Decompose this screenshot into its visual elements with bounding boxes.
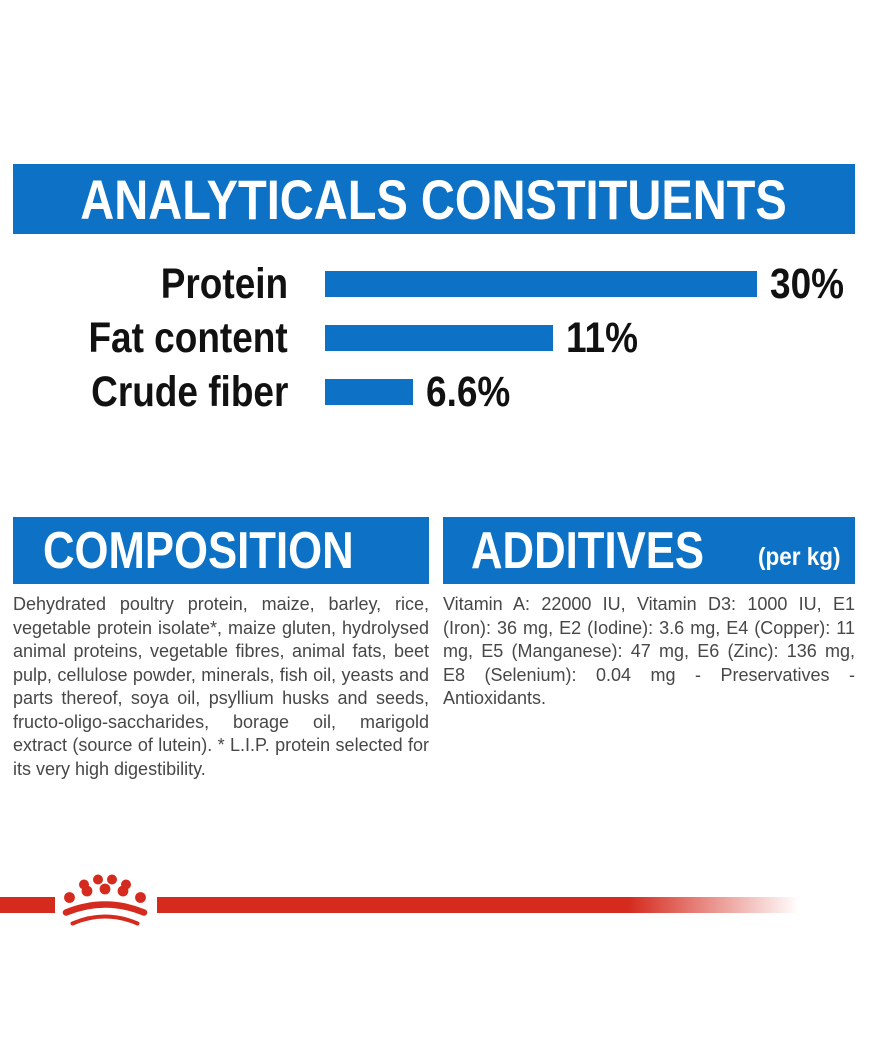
chart-row: Protein 30%	[0, 257, 875, 311]
additives-title-suffix: (per kg)	[758, 543, 841, 571]
chart-value-label: 30%	[770, 259, 845, 308]
chart-bar	[325, 271, 757, 297]
royal-canin-crown-icon	[57, 871, 153, 942]
chart-bar	[325, 379, 413, 405]
chart-row: Crude fiber 6.6%	[0, 365, 875, 419]
chart-category-label: Crude fiber	[90, 367, 288, 416]
additives-banner: ADDITIVES (per kg)	[443, 517, 855, 584]
chart-bar	[325, 325, 553, 351]
analytical-constituents-chart: Protein 30% Fat content 11% Crude fiber 6.6%	[0, 257, 875, 419]
additives-text: Vitamin A: 22000 IU, Vitamin D3: 1000 IU…	[443, 594, 855, 708]
analyticals-banner: ANALYTICALS CONSTITUENTS	[13, 164, 855, 234]
chart-category-label: Protein	[160, 259, 288, 308]
analyticals-title: ANALYTICALS CONSTITUENTS	[80, 167, 788, 231]
chart-value-label: 11%	[566, 313, 638, 362]
additives-title: ADDITIVES	[471, 521, 704, 580]
chart-value-label: 6.6%	[426, 367, 511, 416]
chart-category-label: Fat content	[88, 313, 288, 362]
red-rule-right	[157, 897, 812, 913]
chart-row: Fat content 11%	[0, 311, 875, 365]
composition-title: COMPOSITION	[43, 521, 354, 580]
composition-banner: COMPOSITION	[13, 517, 429, 584]
composition-section: COMPOSITION Dehydrated poultry protein, …	[13, 517, 429, 781]
red-rule-left	[0, 897, 55, 913]
composition-text: Dehydrated poultry protein, maize, barle…	[13, 594, 429, 779]
additives-section: ADDITIVES (per kg) Vitamin A: 22000 IU, …	[443, 517, 855, 711]
